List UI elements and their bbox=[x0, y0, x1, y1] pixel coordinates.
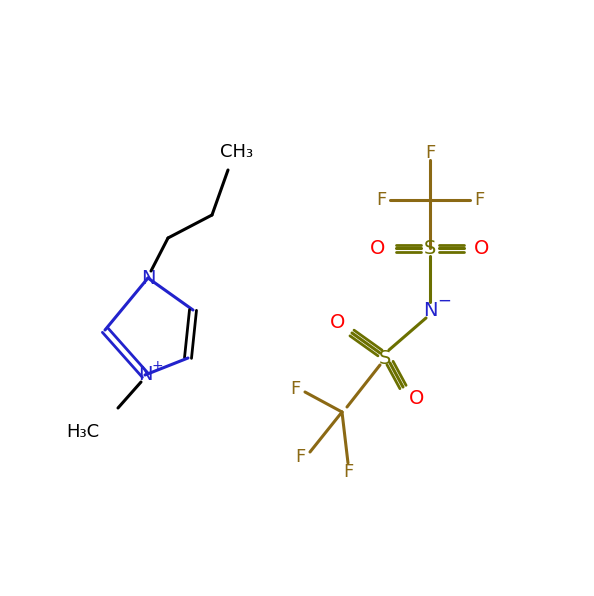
Text: F: F bbox=[474, 191, 484, 209]
Text: F: F bbox=[376, 191, 386, 209]
Text: F: F bbox=[290, 380, 300, 398]
Text: O: O bbox=[370, 238, 386, 257]
Text: O: O bbox=[475, 238, 489, 257]
Text: O: O bbox=[409, 389, 425, 408]
Text: N: N bbox=[423, 300, 437, 319]
Text: N: N bbox=[138, 365, 152, 384]
Text: CH₃: CH₃ bbox=[220, 143, 254, 161]
Text: H₃C: H₃C bbox=[67, 423, 100, 441]
Text: −: − bbox=[437, 292, 451, 310]
Text: F: F bbox=[425, 144, 435, 162]
Text: +: + bbox=[151, 359, 163, 373]
Text: O: O bbox=[330, 312, 346, 331]
Text: S: S bbox=[379, 349, 391, 368]
Text: F: F bbox=[343, 463, 353, 481]
Text: S: S bbox=[424, 238, 436, 257]
Text: F: F bbox=[295, 448, 305, 466]
Text: N: N bbox=[141, 269, 155, 287]
